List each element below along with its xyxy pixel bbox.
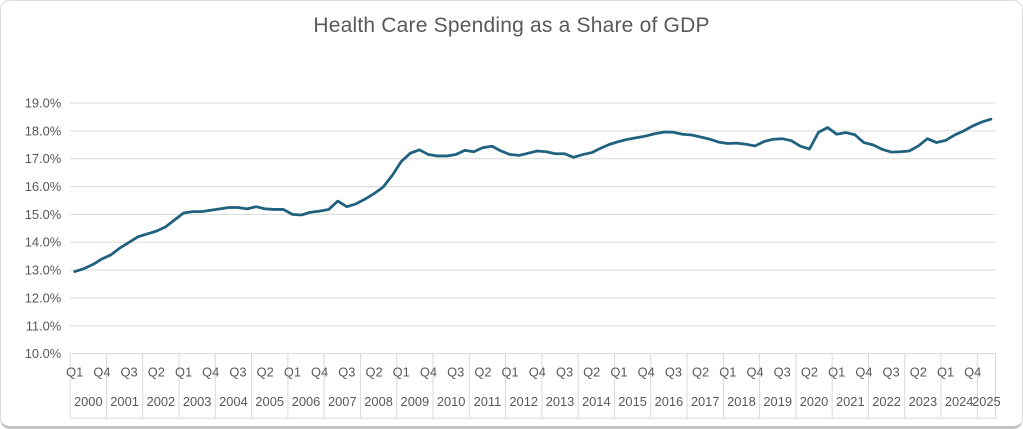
x-axis-quarter-label: Q3 bbox=[338, 364, 355, 379]
x-axis-year-label: 2014 bbox=[582, 394, 611, 409]
x-axis-year-label: 2013 bbox=[546, 394, 575, 409]
x-axis-quarter-label: Q1 bbox=[284, 364, 301, 379]
x-axis-quarter-label: Q2 bbox=[148, 364, 165, 379]
x-axis-year-label: 2006 bbox=[292, 394, 321, 409]
x-axis-quarter-label: Q1 bbox=[828, 364, 845, 379]
chart-title: Health Care Spending as a Share of GDP bbox=[313, 14, 710, 37]
x-axis-year-label: 2022 bbox=[872, 394, 901, 409]
x-axis-year-label: 2015 bbox=[618, 394, 647, 409]
x-axis-year-label: 2009 bbox=[401, 394, 430, 409]
x-axis-quarter-label: Q3 bbox=[883, 364, 900, 379]
x-axis-quarter-label: Q1 bbox=[502, 364, 519, 379]
x-axis-quarter-label: Q4 bbox=[638, 364, 655, 379]
x-axis-quarter-label: Q2 bbox=[474, 364, 491, 379]
x-axis-quarter-label: Q3 bbox=[447, 364, 464, 379]
x-axis-year-label: 2024 bbox=[945, 394, 974, 409]
x-axis-quarter-label: Q1 bbox=[175, 364, 192, 379]
x-axis-quarter-label: Q3 bbox=[121, 364, 138, 379]
y-axis-tick-label: 12.0% bbox=[25, 290, 61, 305]
y-axis-tick-label: 19.0% bbox=[25, 95, 61, 110]
x-axis-quarter-label: Q1 bbox=[393, 364, 410, 379]
x-axis-quarter-label: Q1 bbox=[937, 364, 954, 379]
y-axis-tick-label: 17.0% bbox=[25, 151, 61, 166]
x-axis-year-label: 2023 bbox=[909, 394, 938, 409]
x-axis-year-label: 2011 bbox=[474, 394, 502, 409]
x-axis-quarter-label: Q2 bbox=[692, 364, 709, 379]
x-axis-year-label: 2019 bbox=[763, 394, 792, 409]
x-axis-year-label: 2000 bbox=[74, 394, 103, 409]
x-axis-quarter-label: Q4 bbox=[202, 364, 219, 379]
x-axis-year-label: 2021 bbox=[836, 394, 865, 409]
x-axis-year-label: 2008 bbox=[364, 394, 393, 409]
x-axis-quarter-label: Q1 bbox=[719, 364, 736, 379]
x-axis-quarter-label: Q3 bbox=[665, 364, 682, 379]
x-axis-quarter-label: Q4 bbox=[964, 364, 981, 379]
x-axis-quarter-label: Q4 bbox=[93, 364, 110, 379]
x-axis-year-label: 2007 bbox=[328, 394, 357, 409]
x-axis-quarter-label: Q3 bbox=[774, 364, 791, 379]
x-axis-year-label: 2016 bbox=[655, 394, 684, 409]
x-axis-quarter-label: Q2 bbox=[910, 364, 927, 379]
x-axis-year-label: 2017 bbox=[691, 394, 720, 409]
y-axis-tick-label: 11.0% bbox=[26, 318, 62, 333]
x-axis-year-label: 2002 bbox=[147, 394, 176, 409]
x-axis-year-label: 2020 bbox=[800, 394, 829, 409]
x-axis-year-label: 2018 bbox=[727, 394, 756, 409]
x-axis-year-label: 2003 bbox=[183, 394, 212, 409]
y-axis-tick-label: 13.0% bbox=[25, 263, 61, 278]
y-axis-tick-label: 16.0% bbox=[25, 179, 61, 194]
x-axis-quarter-label: Q1 bbox=[610, 364, 627, 379]
x-axis-quarter-label: Q1 bbox=[66, 364, 83, 379]
x-axis-quarter-label: Q3 bbox=[229, 364, 246, 379]
x-axis-quarter-label: Q4 bbox=[855, 364, 872, 379]
y-axis-tick-label: 14.0% bbox=[25, 235, 61, 250]
y-axis-tick-label: 18.0% bbox=[25, 123, 61, 138]
x-axis-quarter-label: Q2 bbox=[583, 364, 600, 379]
x-axis-year-label: 2012 bbox=[509, 394, 538, 409]
x-axis-quarter-label: Q4 bbox=[746, 364, 763, 379]
y-axis-tick-label: 10.0% bbox=[25, 346, 61, 361]
x-axis-quarter-label: Q2 bbox=[801, 364, 818, 379]
x-axis-year-label: 2010 bbox=[437, 394, 466, 409]
x-axis-quarter-label: Q4 bbox=[420, 364, 437, 379]
health-spending-data-line bbox=[73, 117, 993, 273]
y-axis-tick-label: 15.0% bbox=[25, 207, 61, 222]
x-axis-year-label: 2001 bbox=[110, 394, 139, 409]
x-axis-year-label: 2004 bbox=[219, 394, 248, 409]
x-axis-year-label: 2005 bbox=[255, 394, 284, 409]
x-axis-quarter-label: Q2 bbox=[257, 364, 274, 379]
x-axis-quarter-label: Q2 bbox=[365, 364, 382, 379]
x-axis-quarter-label: Q4 bbox=[311, 364, 328, 379]
x-axis-year-label: 2025 bbox=[972, 394, 1001, 409]
x-axis-quarter-label: Q4 bbox=[529, 364, 546, 379]
x-axis-quarter-label: Q3 bbox=[556, 364, 573, 379]
